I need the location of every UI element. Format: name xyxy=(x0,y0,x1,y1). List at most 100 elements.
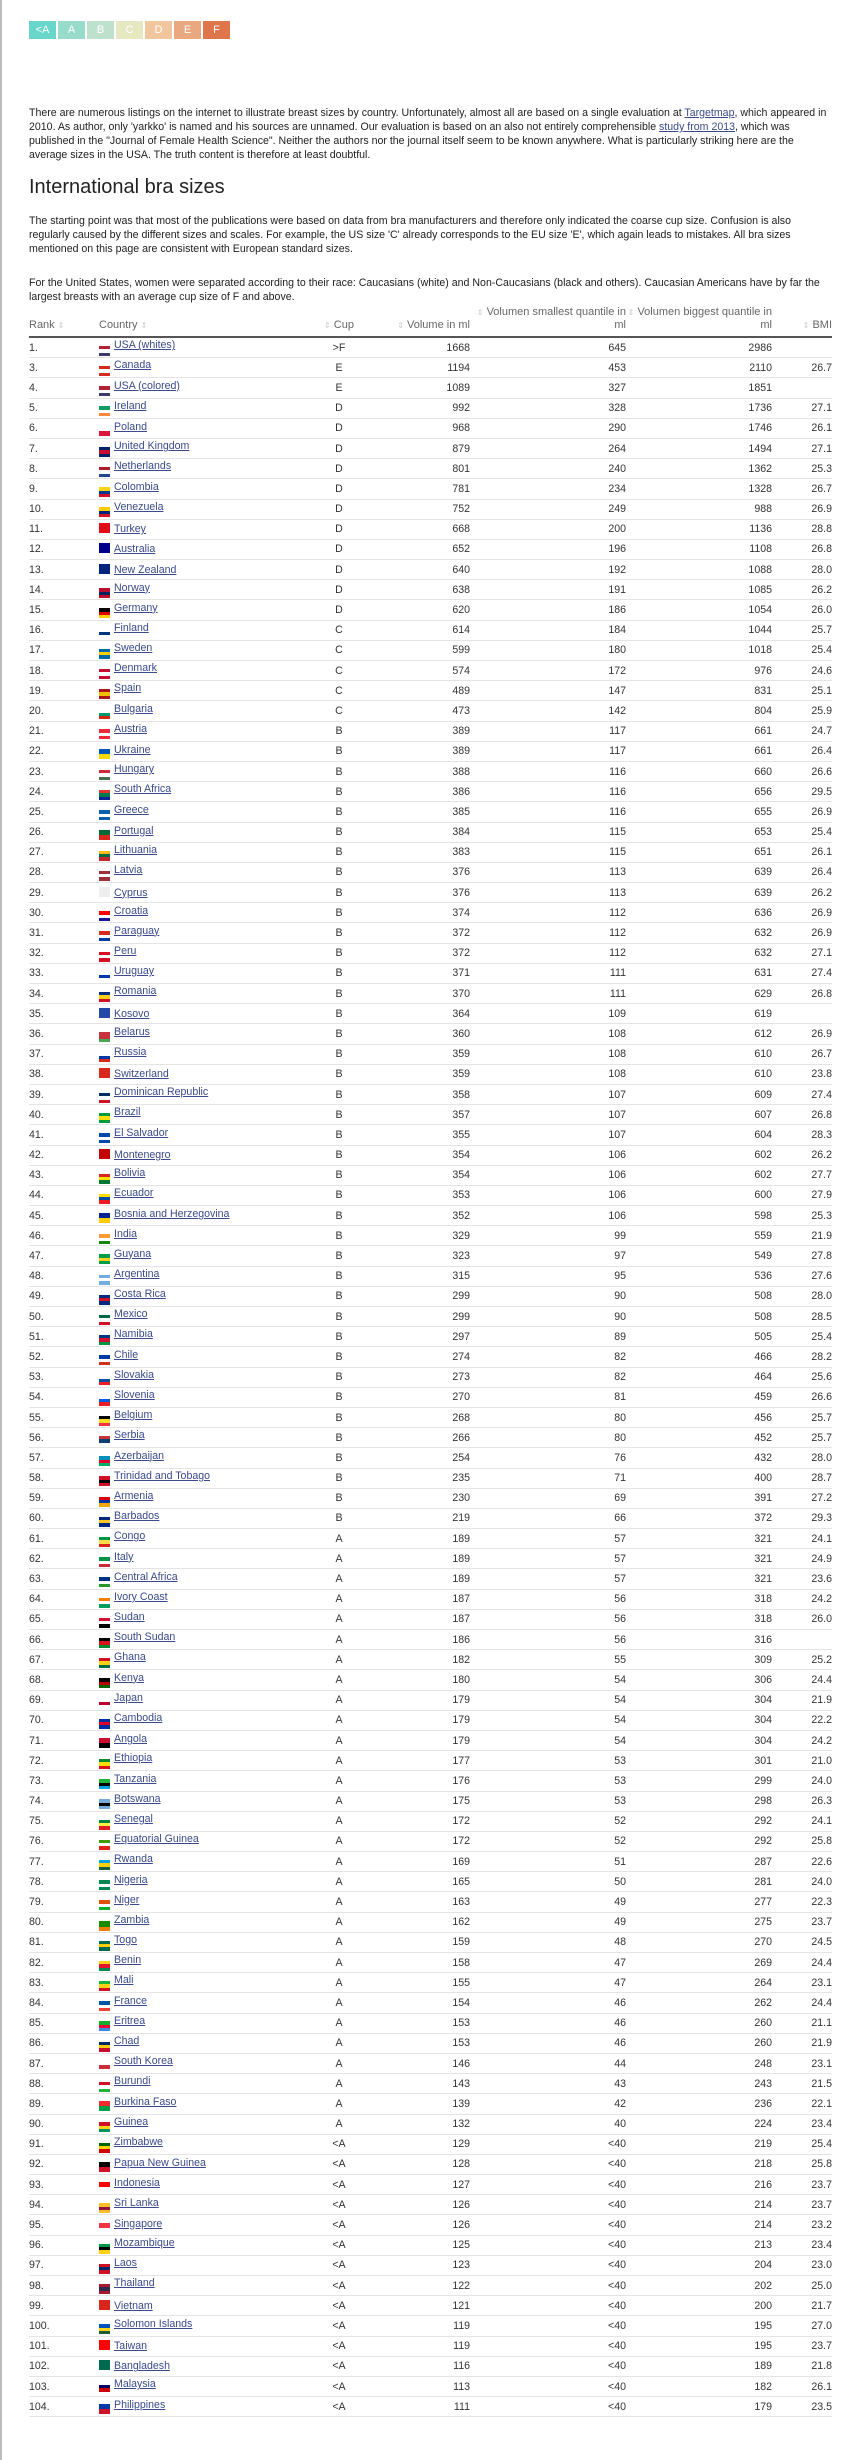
country-link[interactable]: Vietnam xyxy=(114,2299,153,2312)
country-link[interactable]: Bangladesh xyxy=(114,2360,170,2373)
country-link[interactable]: Togo xyxy=(114,1934,137,1947)
country-link[interactable]: El Salvador xyxy=(114,1126,169,1139)
country-link[interactable]: United Kingdom xyxy=(114,440,190,453)
country-link[interactable]: Malaysia xyxy=(114,2378,156,2391)
country-link[interactable]: Spain xyxy=(114,682,142,695)
country-link[interactable]: Guyana xyxy=(114,1247,152,1260)
country-link[interactable]: Mexico xyxy=(114,1308,148,1321)
country-link[interactable]: Montenegro xyxy=(114,1149,171,1162)
country-link[interactable]: Costa Rica xyxy=(114,1288,166,1301)
country-link[interactable]: Thailand xyxy=(114,2277,155,2290)
country-link[interactable]: Eritrea xyxy=(114,2014,146,2027)
country-link[interactable]: Lithuania xyxy=(114,843,158,856)
country-link[interactable]: Zimbabwe xyxy=(114,2135,163,2148)
country-link[interactable]: Brazil xyxy=(114,1106,141,1119)
country-link[interactable]: Angola xyxy=(114,1733,147,1746)
country-link[interactable]: Argentina xyxy=(114,1267,160,1280)
country-link[interactable]: India xyxy=(114,1227,137,1240)
country-link[interactable]: Belgium xyxy=(114,1409,153,1422)
country-link[interactable]: Japan xyxy=(114,1691,143,1704)
country-link[interactable]: Rwanda xyxy=(114,1853,153,1866)
country-link[interactable]: USA (whites) xyxy=(114,339,176,352)
country-link[interactable]: Canada xyxy=(114,359,152,372)
country-link[interactable]: Serbia xyxy=(114,1429,145,1442)
country-link[interactable]: Slovenia xyxy=(114,1389,155,1401)
country-link[interactable]: South Africa xyxy=(114,783,172,796)
targetmap-link[interactable]: Targetmap xyxy=(684,107,735,119)
country-link[interactable]: Mali xyxy=(114,1974,134,1987)
country-link[interactable]: Netherlands xyxy=(114,460,172,473)
country-link[interactable]: Austria xyxy=(114,722,147,735)
country-link[interactable]: Ivory Coast xyxy=(114,1590,168,1603)
country-link[interactable]: Trinidad and Tobago xyxy=(114,1469,211,1482)
country-link[interactable]: Sweden xyxy=(114,642,153,655)
rank-header[interactable]: Rank ⇕ xyxy=(29,306,99,338)
volume-header[interactable]: ⇕ Volume in ml xyxy=(374,306,470,338)
country-link[interactable]: Portugal xyxy=(114,824,154,837)
country-link[interactable]: Poland xyxy=(114,420,147,433)
country-link[interactable]: Romania xyxy=(114,985,157,998)
country-link[interactable]: Ireland xyxy=(114,399,147,412)
country-link[interactable]: Taiwan xyxy=(114,2340,147,2353)
country-link[interactable]: Singapore xyxy=(114,2217,163,2230)
country-link[interactable]: Paraguay xyxy=(114,924,160,937)
country-link[interactable]: New Zealand xyxy=(114,563,177,576)
country-header[interactable]: Country ⇕ xyxy=(99,306,304,338)
biggest-quantile-header[interactable]: ⇕ Volumen biggest quantile in ml xyxy=(626,306,772,338)
country-link[interactable]: Ghana xyxy=(114,1651,146,1664)
country-link[interactable]: Ukraine xyxy=(114,743,151,756)
country-link[interactable]: Slovakia xyxy=(114,1368,155,1381)
country-link[interactable]: Mozambique xyxy=(114,2236,175,2249)
country-link[interactable]: Papua New Guinea xyxy=(114,2156,206,2169)
country-link[interactable]: Finland xyxy=(114,621,149,634)
country-link[interactable]: Tanzania xyxy=(114,1772,157,1785)
country-link[interactable]: Italy xyxy=(114,1550,134,1563)
bmi-header[interactable]: ⇕ BMI xyxy=(772,306,832,338)
country-link[interactable]: South Korea xyxy=(114,2055,173,2068)
country-link[interactable]: Peru xyxy=(114,944,137,957)
country-link[interactable]: Cambodia xyxy=(114,1712,163,1724)
country-link[interactable]: Bolivia xyxy=(114,1166,146,1179)
country-link[interactable]: Bosnia and Herzegovina xyxy=(114,1208,230,1221)
country-link[interactable]: Niger xyxy=(114,1893,140,1906)
country-link[interactable]: Chile xyxy=(114,1348,139,1361)
country-link[interactable]: Benin xyxy=(114,1954,142,1967)
country-link[interactable]: Switzerland xyxy=(114,1068,169,1081)
smallest-quantile-header[interactable]: ⇕ Volumen smallest quantile in ml xyxy=(470,306,626,338)
country-link[interactable]: Philippines xyxy=(114,2399,166,2412)
country-link[interactable]: Cyprus xyxy=(114,886,148,899)
country-link[interactable]: Namibia xyxy=(114,1328,153,1341)
country-link[interactable]: Armenia xyxy=(114,1489,154,1502)
country-link[interactable]: Laos xyxy=(114,2257,137,2270)
country-link[interactable]: Solomon Islands xyxy=(114,2317,193,2330)
country-link[interactable]: Congo xyxy=(114,1530,146,1543)
country-link[interactable]: Hungary xyxy=(114,763,155,776)
country-link[interactable]: Equatorial Guinea xyxy=(114,1833,199,1846)
country-link[interactable]: Sudan xyxy=(114,1611,145,1624)
country-link[interactable]: Ethiopia xyxy=(114,1752,153,1765)
country-link[interactable]: Norway xyxy=(114,581,150,594)
country-link[interactable]: France xyxy=(114,1994,147,2007)
country-link[interactable]: South Sudan xyxy=(114,1631,176,1644)
country-link[interactable]: Bulgaria xyxy=(114,702,153,715)
country-link[interactable]: Central Africa xyxy=(114,1570,178,1583)
country-link[interactable]: Ecuador xyxy=(114,1187,154,1200)
country-link[interactable]: Colombia xyxy=(114,480,159,493)
country-link[interactable]: Guinea xyxy=(114,2115,149,2128)
country-link[interactable]: Dominican Republic xyxy=(114,1086,209,1099)
country-link[interactable]: Turkey xyxy=(114,523,146,536)
country-link[interactable]: Denmark xyxy=(114,662,157,675)
country-link[interactable]: Burkina Faso xyxy=(114,2096,177,2109)
country-link[interactable]: Australia xyxy=(114,543,156,556)
country-link[interactable]: Burundi xyxy=(114,2075,151,2088)
country-link[interactable]: Kosovo xyxy=(114,1007,150,1020)
country-link[interactable]: Belarus xyxy=(114,1025,150,1038)
country-link[interactable]: Barbados xyxy=(114,1510,160,1523)
country-link[interactable]: Uruguay xyxy=(114,965,155,978)
country-link[interactable]: Latvia xyxy=(114,864,143,877)
country-link[interactable]: Sri Lanka xyxy=(114,2196,159,2209)
country-link[interactable]: Russia xyxy=(114,1045,147,1058)
country-link[interactable]: Indonesia xyxy=(114,2177,160,2190)
study-link[interactable]: study from 2013 xyxy=(659,121,736,133)
country-link[interactable]: Venezuela xyxy=(114,500,164,513)
